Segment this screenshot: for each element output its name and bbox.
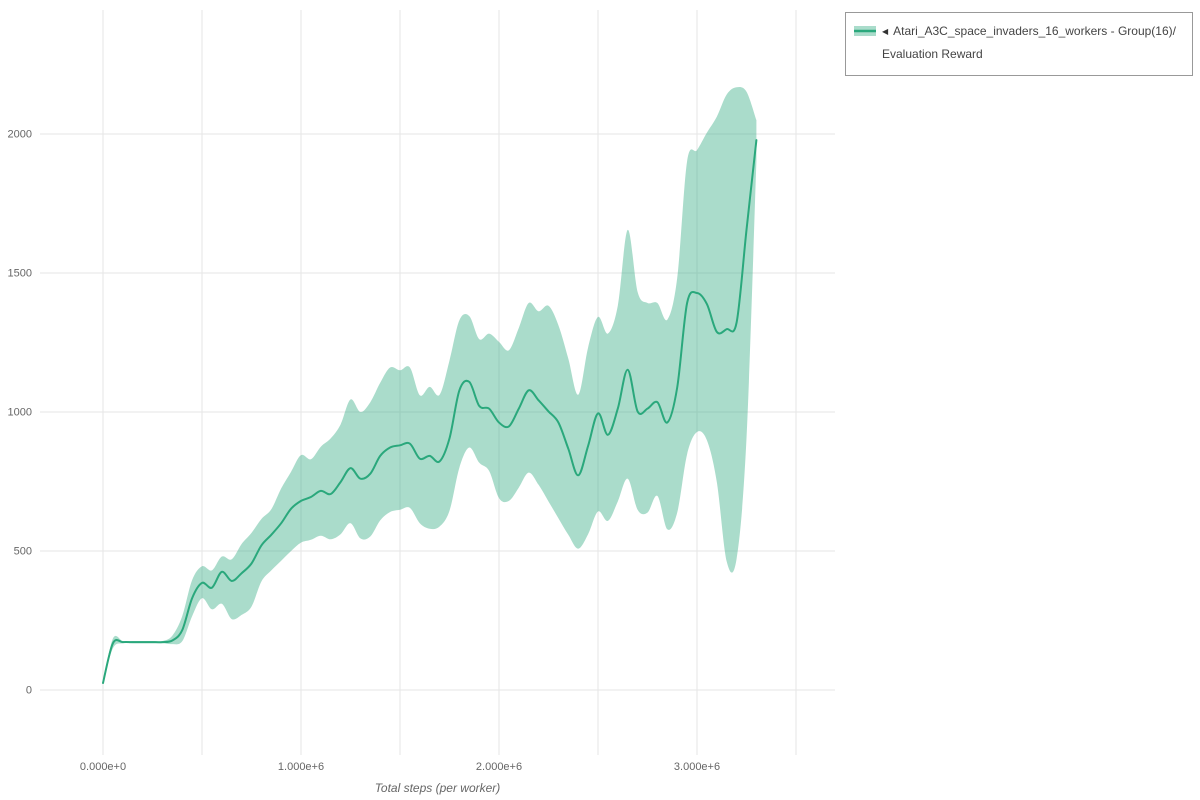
y-tick-label: 1500 (8, 268, 32, 280)
x-tick-label: 2.000e+6 (476, 761, 522, 773)
x-tick-label: 0.000e+0 (80, 761, 126, 773)
legend-item-evaluation-reward[interactable]: ◀ Atari_A3C_space_invaders_16_workers - G… (854, 20, 1183, 67)
mean-line (102, 139, 758, 684)
x-tick-label: 1.000e+6 (278, 761, 324, 773)
legend: ◀ Atari_A3C_space_invaders_16_workers - G… (845, 12, 1193, 76)
legend-line1: ◀ Atari_A3C_space_invaders_16_workers - G… (882, 20, 1176, 43)
confidence-band (103, 87, 757, 683)
series-swatch-icon (854, 24, 876, 38)
series-label-line1: Atari_A3C_space_invaders_16_workers - Gr… (893, 24, 1176, 38)
y-tick-label: 0 (26, 685, 32, 697)
y-tick-label: 1000 (8, 407, 32, 419)
x-axis-title: Total steps (per worker) (375, 781, 501, 795)
y-tick-label: 2000 (8, 129, 32, 141)
collapse-triangle-icon[interactable]: ◀ (882, 27, 889, 36)
chart-svg: 0 500 1000 1500 2000 0.000e+0 1.000e+6 2.000e+6… (8, 10, 835, 795)
y-tick-label: 500 (14, 546, 32, 558)
legend-text: ◀ Atari_A3C_space_invaders_16_workers - G… (882, 20, 1176, 67)
x-tick-label: 3.000e+6 (674, 761, 720, 773)
series-label-line2: Evaluation Reward (882, 47, 983, 62)
evaluation-reward-chart: 0 500 1000 1500 2000 0.000e+0 1.000e+6 2.000e+6… (8, 10, 835, 795)
